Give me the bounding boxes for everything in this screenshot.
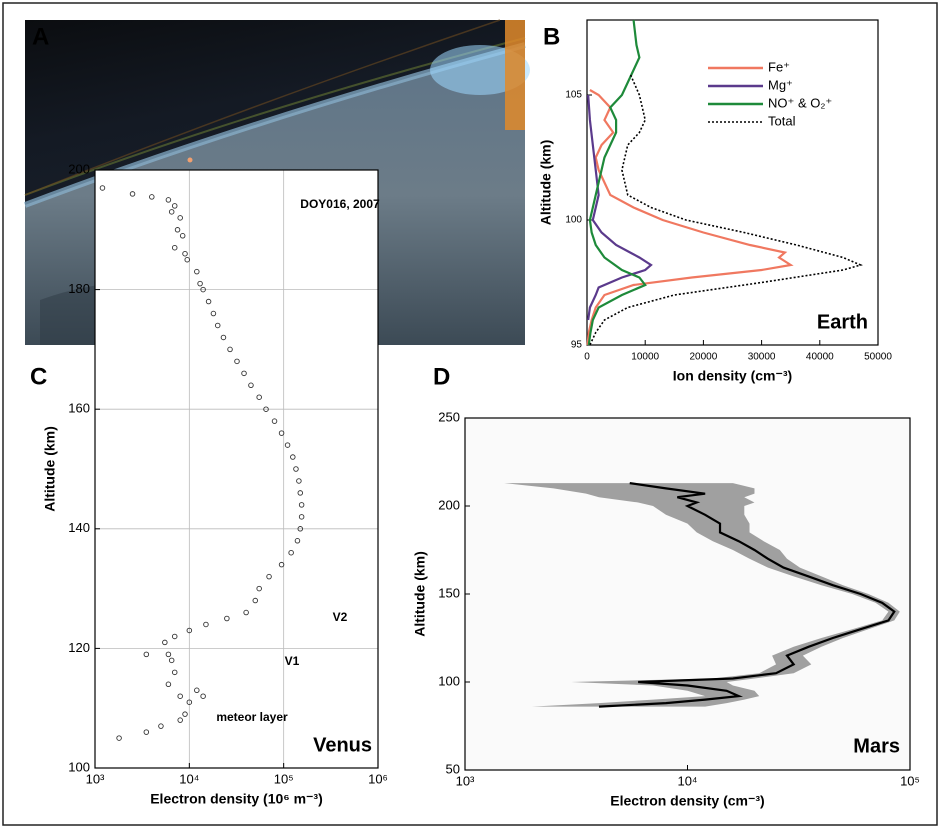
x-tick-label: 0: [584, 352, 590, 363]
legend-label: NO⁺ & O₂⁺: [768, 95, 832, 110]
y-tick-label: 200: [438, 497, 460, 512]
x-axis-label: Electron density (cm⁻³): [610, 793, 764, 809]
y-axis-label: Altitude (km): [538, 140, 554, 226]
legend-label: Mg⁺: [768, 77, 793, 92]
annotation: V2: [333, 610, 348, 624]
y-axis-label: Altitude (km): [42, 426, 58, 512]
panel-label: C: [30, 363, 47, 390]
x-tick-label: 10⁶: [368, 771, 388, 786]
x-tick-label: 10⁵: [274, 771, 294, 786]
annotation: Earth: [817, 311, 868, 333]
x-axis-label: Ion density (cm⁻³): [673, 368, 792, 384]
plot-area: [95, 170, 378, 768]
y-tick-label: 100: [565, 215, 582, 226]
x-tick-label: 50000: [864, 352, 892, 363]
page: A 0 10000 20000 30000 40000 50000 95 100 105 Ion …: [0, 0, 940, 833]
y-tick-label: 250: [438, 409, 460, 424]
panel-label: D: [433, 363, 450, 390]
y-tick-label: 100: [438, 673, 460, 688]
panel-label: A: [32, 23, 49, 50]
x-tick-label: 10⁴: [677, 773, 697, 788]
y-axis-label: Altitude (km): [412, 551, 428, 637]
x-tick-label: 10⁵: [900, 773, 920, 788]
plot-area: [465, 418, 910, 770]
annotation: Venus: [313, 734, 372, 756]
annotation: V1: [285, 654, 300, 668]
x-tick-label: 10⁴: [179, 771, 199, 786]
legend-label: Total: [768, 113, 796, 128]
figure: A 0 10000 20000 30000 40000 50000 95 100 105 Ion …: [0, 0, 940, 828]
panel-label: B: [543, 23, 560, 50]
x-tick-label: 20000: [689, 352, 717, 363]
y-tick-label: 105: [565, 90, 582, 101]
x-axis-label: Electron density (10⁶ m⁻³): [150, 791, 323, 807]
annotation: Mars: [853, 735, 900, 757]
annotation: DOY016, 2007: [300, 197, 380, 211]
x-tick-label: 40000: [806, 352, 834, 363]
y-tick-label: 120: [68, 640, 90, 655]
y-tick-label: 100: [68, 759, 90, 774]
y-tick-label: 160: [68, 401, 90, 416]
y-tick-label: 150: [438, 585, 460, 600]
y-tick-label: 50: [446, 761, 460, 776]
y-tick-label: 200: [68, 161, 90, 176]
y-tick-label: 180: [68, 281, 90, 296]
y-tick-label: 95: [571, 340, 583, 351]
annotation: meteor layer: [216, 710, 288, 724]
x-tick-label: 10000: [631, 352, 659, 363]
legend-label: Fe⁺: [768, 59, 790, 74]
y-tick-label: 140: [68, 520, 90, 535]
x-tick-label: 30000: [748, 352, 776, 363]
